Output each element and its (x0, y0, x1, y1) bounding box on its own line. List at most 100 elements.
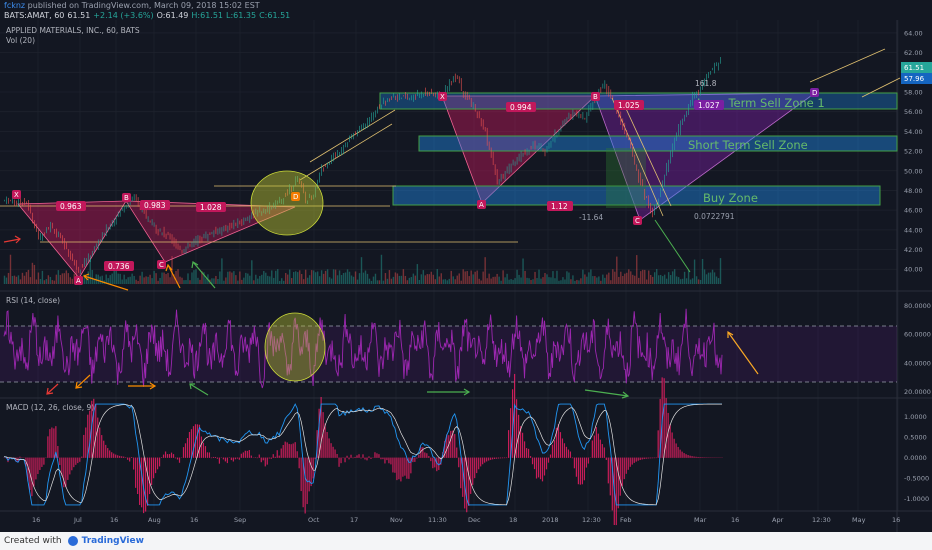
tradingview-brand[interactable]: TradingView (81, 536, 144, 546)
volume-bar (711, 269, 714, 284)
author-link[interactable]: fcknz (4, 1, 26, 10)
volume-bar (287, 274, 289, 284)
buy-zone[interactable] (392, 185, 881, 206)
volume-bar (498, 276, 500, 284)
macd-hist-bar (679, 449, 681, 458)
volume-bar (344, 272, 347, 284)
volume-bar (23, 275, 26, 284)
symbol-label[interactable]: BATS:AMAT, 60 (4, 11, 65, 20)
volume-bar (518, 274, 520, 284)
short-term-sell-zone[interactable] (418, 135, 898, 152)
volume-bar (632, 274, 634, 284)
volume-bar (398, 275, 401, 284)
volume-bar (269, 276, 271, 284)
volume-bar (528, 278, 530, 284)
volume-bar (35, 279, 38, 284)
macd-hist-bar (148, 457, 151, 495)
time-axis-label: 12:30 (582, 516, 601, 524)
macd-hist-bar (63, 457, 65, 488)
volume-bar (370, 280, 373, 284)
svg-text:X: X (14, 191, 19, 199)
volume-bar (454, 279, 456, 284)
macd-hist-bar (486, 457, 488, 462)
macd-hist-bar (236, 457, 238, 459)
volume-bar (97, 274, 99, 284)
macd-hist-bar (629, 457, 631, 467)
macd-hist-bar (172, 454, 175, 458)
volume-bar (29, 277, 32, 284)
macd-hist-bar (292, 443, 294, 458)
macd-hist-bar (637, 457, 639, 461)
macd-hist-bar (653, 457, 655, 459)
price-tags: 61.51 57.96 (901, 62, 932, 84)
macd-hist-bar (490, 457, 492, 460)
volume-bar (225, 277, 227, 284)
volume-bar (93, 279, 95, 284)
macd-hist-bar (631, 457, 633, 465)
macd-hist-bar (168, 454, 171, 458)
harmonic-pattern-2-bcd (594, 92, 817, 221)
volume-bar (59, 275, 62, 284)
macd-hist-bar (370, 457, 372, 459)
macd-hist-bar (125, 457, 127, 458)
volume-bar (119, 273, 121, 284)
macd-hist-bar (671, 432, 673, 458)
published-text: published on TradingView.com, March 09, … (27, 1, 260, 10)
chart-canvas[interactable]: APPLIED MATERIALS, INC., 60, BATS Vol (2… (0, 20, 932, 532)
macd-hist-bar (703, 457, 705, 458)
time-axis-label: Aug (148, 516, 161, 524)
macd-hist-bar (396, 457, 398, 481)
fib-zone-green (606, 148, 646, 208)
time-axis[interactable]: 16 Jul 16 Aug 16 Sep Oct 17 Nov 11:30 Dec 18 2018 12:… (32, 516, 900, 524)
volume-bar (129, 276, 131, 284)
macd-hist-bar (607, 457, 609, 484)
macd-hist-bar (673, 438, 675, 458)
macd-hist-bar (73, 457, 75, 468)
macd-hist-bar (697, 456, 699, 458)
svg-text:B: B (593, 93, 598, 101)
ratio-0736: 0.736 (108, 262, 130, 271)
volume-bar (428, 274, 431, 284)
macd-hist-bar (150, 457, 153, 486)
macd-hist-bar (689, 455, 691, 458)
volume-bar (289, 269, 291, 284)
volume-bar (494, 276, 496, 284)
macd-hist-bar (382, 457, 384, 460)
macd-hist-bar (260, 457, 262, 463)
macd-axis[interactable]: -1.0000 -0.5000 0.0000 0.5000 1.0000 (904, 413, 929, 503)
time-axis-label: 2018 (542, 516, 559, 524)
volume-bar (281, 278, 283, 284)
macd-hist-bar (320, 397, 322, 458)
volume-bar (332, 269, 335, 284)
ratio-0963: 0.963 (60, 202, 82, 211)
macd-hist-bar (649, 457, 651, 459)
volume-bar (394, 272, 397, 284)
price-axis-label: 54.00 (904, 128, 923, 136)
volume-bar (139, 275, 141, 284)
macd-hist-bar (476, 457, 478, 474)
macd-hist-bar (135, 457, 137, 488)
volume-bar (221, 258, 223, 284)
macd-hist-bar (627, 457, 629, 470)
volume-bar (484, 257, 486, 284)
macd-hist-bar (328, 438, 330, 458)
volume-bar (131, 273, 133, 284)
macd-hist-bar (75, 457, 77, 465)
volume-bar (245, 272, 247, 284)
volume-bar (416, 264, 419, 284)
macd-hist-bar (240, 453, 242, 458)
macd-hist-bar (609, 457, 611, 496)
macd-hist-bar (547, 457, 550, 463)
macd-hist-bar (699, 457, 701, 458)
macd-hist-bar (37, 457, 39, 475)
macd-hist-bar (450, 430, 452, 458)
volume-bar (171, 256, 173, 284)
rsi-axis[interactable]: 20.0000 40.0000 60.0000 80.0000 (904, 302, 931, 396)
volume-bar (185, 280, 187, 284)
macd-hist-bar (268, 457, 270, 459)
volume-bar (677, 277, 680, 284)
volume-bar (482, 271, 484, 284)
volume-bar (653, 272, 656, 284)
volume-bar (410, 277, 413, 284)
volume-bar (199, 279, 201, 284)
